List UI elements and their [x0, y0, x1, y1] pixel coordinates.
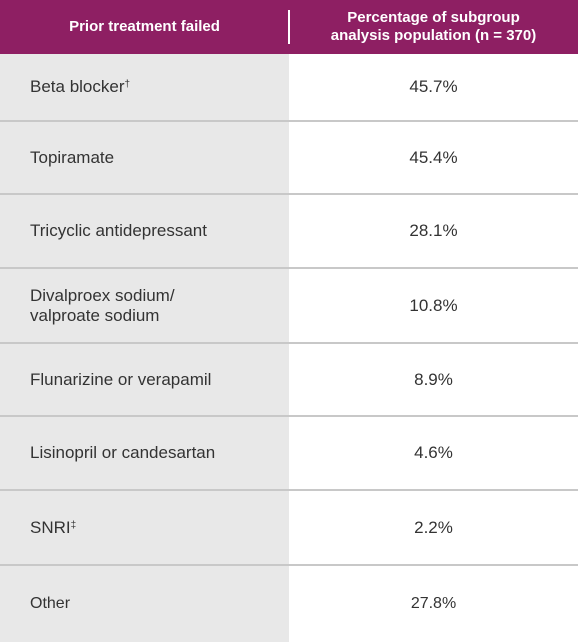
percentage-cell: 10.8% — [289, 269, 578, 342]
treatment-label: Topiramate — [30, 147, 115, 167]
treatment-label: Flunarizine or verapamil — [30, 369, 212, 389]
row-separator — [0, 415, 578, 417]
treatment-cell: Tricyclic antidepressant — [0, 195, 289, 267]
row-separator — [0, 489, 578, 491]
treatment-label-line2: valproate sodium — [30, 305, 160, 325]
header-percentage-line2: analysis population (n = 370) — [330, 27, 537, 44]
percentage-cell: 45.7% — [289, 54, 578, 120]
treatment-label: Beta blocker — [30, 77, 125, 96]
row-separator — [0, 564, 578, 566]
treatment-label: SNRI — [30, 517, 71, 537]
treatment-cell: Divalproex sodium/ valproate sodium — [0, 269, 289, 342]
footnote-mark: ‡ — [70, 519, 77, 531]
treatment-cell: Topiramate — [0, 122, 289, 193]
header-divider — [288, 10, 290, 44]
percentage-cell: 4.6% — [289, 417, 578, 489]
table-row: SNRI ‡ 2.2% — [0, 491, 578, 564]
row-separator — [0, 193, 578, 195]
table-header: Prior treatment failed Percentage of sub… — [0, 0, 578, 54]
table-row: Other 27.8% — [0, 566, 578, 642]
percentage-cell: 2.2% — [289, 491, 578, 564]
table-row: Tricyclic antidepressant 28.1% — [0, 195, 578, 267]
percentage-cell: 28.1% — [289, 195, 578, 267]
treatment-label: Lisinopril or candesartan — [30, 443, 216, 462]
treatment-cell: Lisinopril or candesartan — [0, 417, 289, 489]
header-percentage-line1: Percentage of subgroup — [347, 9, 520, 26]
table-row: Lisinopril or candesartan 4.6% — [0, 417, 578, 489]
table-row: Topiramate 45.4% — [0, 122, 578, 193]
treatment-label: Other — [30, 595, 71, 612]
row-separator — [0, 342, 578, 344]
table-row: Divalproex sodium/ valproate sodium 10.8… — [0, 269, 578, 342]
header-prior-treatment: Prior treatment failed — [69, 18, 220, 35]
treatment-cell: Beta blocker † — [0, 54, 289, 120]
treatment-label: Tricyclic antidepressant — [30, 221, 207, 240]
footnote-mark: † — [124, 79, 131, 90]
table-row: Beta blocker † 45.7% — [0, 54, 578, 120]
treatment-cell: Flunarizine or verapamil — [0, 344, 289, 415]
treatment-cell: Other — [0, 566, 289, 642]
percentage-cell: 8.9% — [289, 344, 578, 415]
header-percentage: Percentage of subgroup analysis populati… — [289, 9, 578, 45]
treatment-label-line1: Divalproex sodium/ — [30, 285, 175, 305]
row-separator — [0, 120, 578, 122]
treatment-cell: SNRI ‡ — [0, 491, 289, 564]
percentage-cell: 27.8% — [289, 566, 578, 642]
percentage-cell: 45.4% — [289, 122, 578, 193]
table-row: Flunarizine or verapamil 8.9% — [0, 344, 578, 415]
row-separator — [0, 267, 578, 269]
